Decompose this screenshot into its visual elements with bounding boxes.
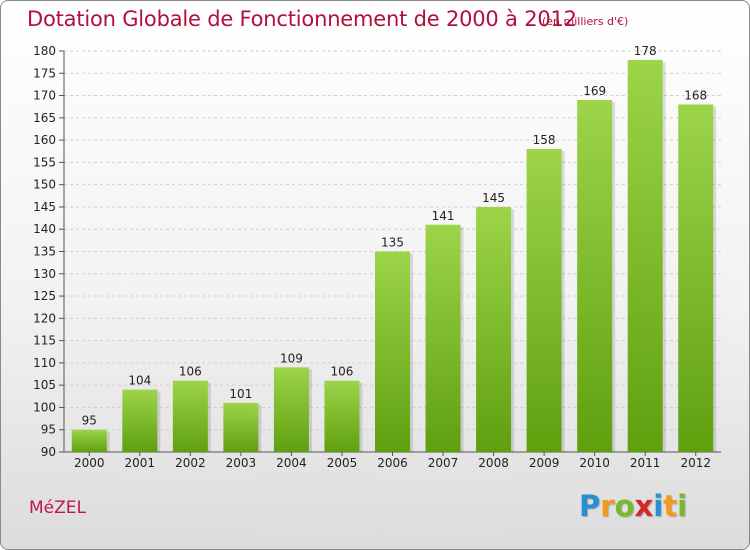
labels: 90 95 100 105 110 115 120 125 130 135 140 145 150 155… xyxy=(33,44,711,470)
y-tick-label: 180 xyxy=(33,44,56,58)
y-tick-label: 130 xyxy=(33,267,56,281)
bar-value-label: 169 xyxy=(583,84,606,98)
bar-value-label: 145 xyxy=(482,191,505,205)
y-tick-label: 135 xyxy=(33,245,56,259)
bar xyxy=(678,104,714,452)
logo-letter: r xyxy=(600,489,615,523)
bar-value-label: 109 xyxy=(280,351,303,365)
y-tick-label: 150 xyxy=(33,178,56,192)
bar-value-label: 106 xyxy=(331,365,354,379)
y-tick-label: 120 xyxy=(33,311,56,325)
y-tick-label: 165 xyxy=(33,111,56,125)
y-tick-label: 110 xyxy=(33,356,56,370)
bar xyxy=(172,380,208,452)
bar-value-label: 135 xyxy=(381,236,404,250)
unit-note: (en milliers d'€) xyxy=(542,15,629,28)
bar xyxy=(526,149,562,452)
logo-letter: x xyxy=(634,489,654,523)
town-name: MéZEL xyxy=(29,498,86,518)
bar xyxy=(324,380,360,452)
x-tick-label: 2001 xyxy=(125,456,156,470)
y-tick-label: 100 xyxy=(33,400,56,414)
x-tick-label: 2008 xyxy=(478,456,509,470)
proxiti-logo[interactable]: Proxiti xyxy=(579,489,687,523)
x-tick-label: 2012 xyxy=(680,456,711,470)
x-tick-label: 2009 xyxy=(529,456,560,470)
y-tick-label: 155 xyxy=(33,155,56,169)
bar xyxy=(71,429,107,452)
y-tick-label: 160 xyxy=(33,133,56,147)
bar-value-label: 106 xyxy=(179,365,202,379)
bar xyxy=(375,251,410,452)
bar-value-label: 158 xyxy=(533,133,556,147)
bar-value-label: 178 xyxy=(634,44,657,58)
bar xyxy=(273,367,309,452)
y-tick-label: 115 xyxy=(33,334,56,348)
x-tick-label: 2004 xyxy=(276,456,307,470)
logo-letter: i xyxy=(677,489,688,523)
x-tick-label: 2011 xyxy=(630,456,661,470)
x-tick-label: 2006 xyxy=(377,456,408,470)
x-tick-label: 2000 xyxy=(74,456,105,470)
logo-letter: P xyxy=(579,489,601,523)
x-tick-label: 2002 xyxy=(175,456,206,470)
logo-letter: t xyxy=(663,489,678,523)
y-tick-label: 105 xyxy=(33,378,56,392)
x-tick-label: 2005 xyxy=(327,456,358,470)
bar-value-label: 101 xyxy=(229,387,252,401)
logo-letter: i xyxy=(653,489,664,523)
y-tick-label: 95 xyxy=(41,423,56,437)
x-tick-label: 2003 xyxy=(226,456,257,470)
bar-value-label: 141 xyxy=(432,209,455,223)
bar-value-label: 95 xyxy=(82,414,97,428)
y-tick-label: 145 xyxy=(33,200,56,214)
bar xyxy=(627,59,663,453)
y-tick-label: 125 xyxy=(33,289,56,303)
bar xyxy=(223,402,259,452)
y-tick-label: 140 xyxy=(33,222,56,236)
bars xyxy=(71,59,717,453)
bar-value-label: 104 xyxy=(128,374,151,388)
y-tick-label: 90 xyxy=(41,445,56,459)
bar xyxy=(476,206,512,452)
logo-letter: o xyxy=(614,489,635,523)
bar xyxy=(122,389,158,452)
bar-value-label: 168 xyxy=(684,88,707,102)
y-tick-label: 170 xyxy=(33,89,56,103)
x-tick-label: 2010 xyxy=(579,456,610,470)
bar xyxy=(577,100,613,452)
y-tick-label: 175 xyxy=(33,66,56,80)
x-tick-label: 2007 xyxy=(428,456,459,470)
bar xyxy=(425,224,461,452)
chart-title: Dotation Globale de Fonctionnement de 20… xyxy=(27,7,577,31)
